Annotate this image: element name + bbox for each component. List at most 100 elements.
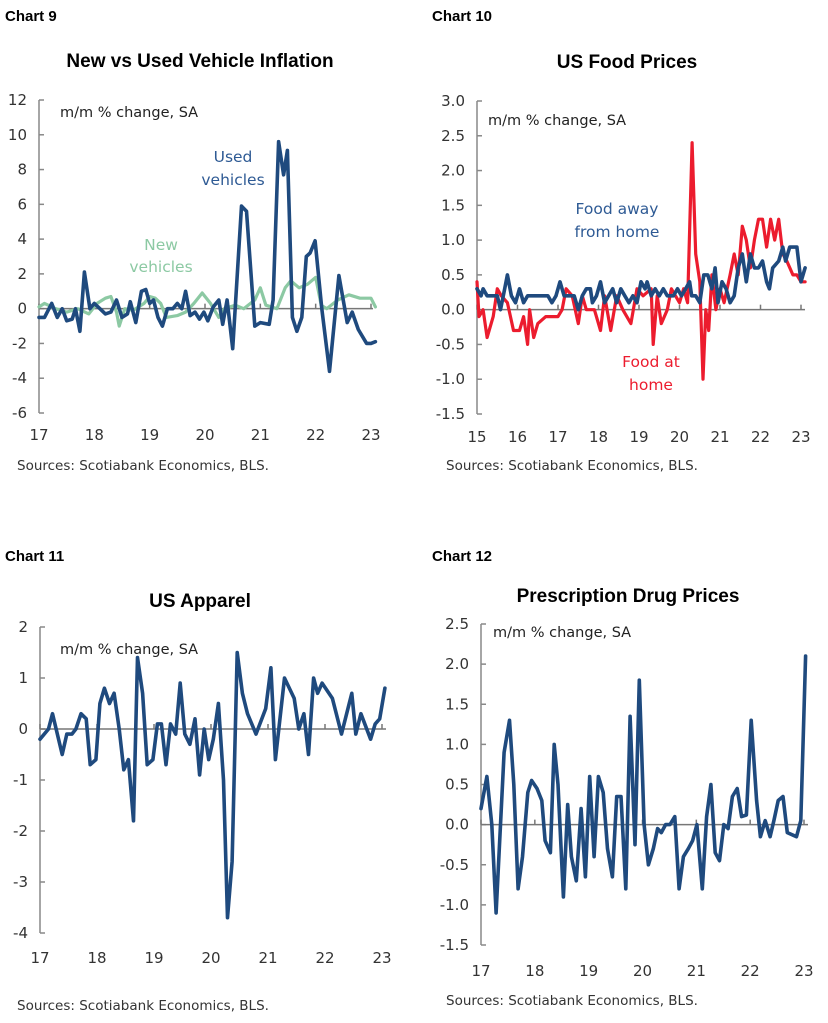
plot-area-chart-3: -1.5 -1.0 -0.5 0.0 0.5 1.0 1.5 2.0 2.5 17 18 19 20 21… xyxy=(440,615,814,980)
y-tick-label: -4 xyxy=(13,924,28,942)
x-tick-label: 18 xyxy=(589,428,608,446)
y-tick-label: 3.0 xyxy=(441,92,465,110)
y-tick-label: -0.5 xyxy=(436,335,465,353)
y-tick-label: 2.5 xyxy=(441,127,465,145)
y-tick-label: 0.5 xyxy=(441,266,465,284)
chart-9-panel: Chart 9 New vs Used Vehicle Inflation m/… xyxy=(5,8,334,474)
units-note: m/m % change, SA xyxy=(493,625,631,641)
y-tick-label: -1 xyxy=(13,771,28,789)
x-tick-label: 19 xyxy=(140,426,159,444)
food-away-label-line2: from home xyxy=(575,223,660,241)
y-tick-label: 2.0 xyxy=(441,162,465,180)
x-tick-label: 20 xyxy=(633,962,652,980)
y-tick-label: 2 xyxy=(17,265,27,283)
y-tick-label: 6 xyxy=(17,195,27,213)
y-tick-label: 1.0 xyxy=(445,735,469,753)
chart-label: Chart 11 xyxy=(5,548,64,565)
series-line-used-vehicles xyxy=(37,139,378,374)
x-tick-label: 22 xyxy=(306,426,325,444)
plot-area-chart-1: -1.5 -1.0 -0.5 0.0 0.5 1.0 1.5 2.0 2.5 3.0 15 16 17 1… xyxy=(436,92,811,446)
units-note: m/m % change, SA xyxy=(488,113,626,129)
y-tick-label: -1.0 xyxy=(436,370,465,388)
x-tick-label: 19 xyxy=(144,949,163,967)
x-tick-label: 16 xyxy=(508,428,527,446)
source-note: Sources: Scotiabank Economics, BLS. xyxy=(17,458,269,474)
series-line-food-away-from-home xyxy=(475,245,807,312)
x-tick-label: 23 xyxy=(372,949,391,967)
series-line-food-at-home xyxy=(475,141,807,381)
y-tick-label: -2 xyxy=(12,334,27,352)
food-away-label-line1: Food away xyxy=(576,200,659,218)
y-tick-label: 0 xyxy=(17,300,27,318)
used-vehicles-label-line2: vehicles xyxy=(201,171,264,189)
y-tick-label: 0.0 xyxy=(445,816,469,834)
chart-title: US Apparel xyxy=(149,591,251,612)
y-tick-label: -4 xyxy=(12,369,27,387)
y-tick-label: 8 xyxy=(17,161,27,179)
x-tick-label: 18 xyxy=(525,962,544,980)
x-tick-label: 21 xyxy=(258,949,277,967)
x-tick-label: 23 xyxy=(791,428,810,446)
series-line-new-vehicles xyxy=(37,275,377,328)
y-tick-label: -6 xyxy=(12,404,27,422)
y-tick-label: 1 xyxy=(18,669,28,687)
y-tick-label: 1.0 xyxy=(441,231,465,249)
x-tick-label: 17 xyxy=(29,426,48,444)
chart-11-panel: Chart 11 US Apparel m/m % change, SA Sou… xyxy=(5,548,269,1014)
source-note: Sources: Scotiabank Economics, BLS. xyxy=(446,993,698,1009)
chart-12-panel: Chart 12 Prescription Drug Prices m/m % … xyxy=(432,548,739,1009)
x-tick-label: 19 xyxy=(579,962,598,980)
x-tick-label: 23 xyxy=(361,426,380,444)
x-tick-label: 22 xyxy=(751,428,770,446)
x-tick-label: 23 xyxy=(794,962,813,980)
x-tick-label: 15 xyxy=(467,428,486,446)
used-vehicles-label-line1: Used xyxy=(214,148,253,166)
chart-label: Chart 9 xyxy=(5,8,57,25)
y-tick-label: -1.5 xyxy=(436,405,465,423)
chart-title: Prescription Drug Prices xyxy=(517,586,740,607)
y-tick-label: 1.5 xyxy=(441,196,465,214)
food-home-label-line1: Food at xyxy=(622,353,680,371)
chart-title: New vs Used Vehicle Inflation xyxy=(66,51,333,72)
y-tick-label: 0 xyxy=(18,720,28,738)
new-vehicles-label-line2: vehicles xyxy=(129,258,192,276)
y-tick-label: -2 xyxy=(13,822,28,840)
chart-label: Chart 12 xyxy=(432,548,492,565)
y-tick-label: 2.0 xyxy=(445,655,469,673)
plot-area-chart-0: -6 -4 -2 0 2 4 6 8 10 12 17 18 19 20 21 22 23 xyxy=(8,91,381,444)
x-tick-label: 19 xyxy=(629,428,648,446)
x-tick-label: 22 xyxy=(741,962,760,980)
y-tick-label: -0.5 xyxy=(440,856,469,874)
y-tick-label: -1.0 xyxy=(440,896,469,914)
x-tick-label: 21 xyxy=(251,426,270,444)
x-tick-label: 18 xyxy=(85,426,104,444)
source-note: Sources: Scotiabank Economics, BLS. xyxy=(446,458,698,474)
y-tick-label: 4 xyxy=(17,230,27,248)
y-tick-label: 10 xyxy=(8,126,27,144)
x-tick-label: 22 xyxy=(315,949,334,967)
y-tick-label: 2.5 xyxy=(445,615,469,633)
plot-area-chart-2: -4 -3 -2 -1 0 1 2 17 18 19 20 21 22 23 xyxy=(13,618,392,967)
units-note: m/m % change, SA xyxy=(60,105,198,121)
x-tick-label: 21 xyxy=(710,428,729,446)
x-tick-label: 20 xyxy=(201,949,220,967)
y-tick-label: 0.0 xyxy=(441,301,465,319)
y-tick-label: 12 xyxy=(8,91,27,109)
x-tick-label: 20 xyxy=(195,426,214,444)
x-tick-label: 17 xyxy=(30,949,49,967)
food-home-label-line2: home xyxy=(629,376,673,394)
new-vehicles-label-line1: New xyxy=(144,236,178,254)
x-tick-label: 18 xyxy=(87,949,106,967)
chart-10-panel: Chart 10 US Food Prices m/m % change, SA… xyxy=(432,8,698,474)
x-tick-label: 21 xyxy=(687,962,706,980)
x-tick-label: 17 xyxy=(548,428,567,446)
x-tick-label: 20 xyxy=(670,428,689,446)
series-line-main xyxy=(479,654,808,915)
x-tick-label: 17 xyxy=(471,962,490,980)
y-tick-label: -1.5 xyxy=(440,936,469,954)
y-tick-label: 1.5 xyxy=(445,695,469,713)
y-tick-label: -3 xyxy=(13,873,28,891)
source-note: Sources: Scotiabank Economics, BLS. xyxy=(17,998,269,1014)
y-tick-label: 2 xyxy=(18,618,28,636)
